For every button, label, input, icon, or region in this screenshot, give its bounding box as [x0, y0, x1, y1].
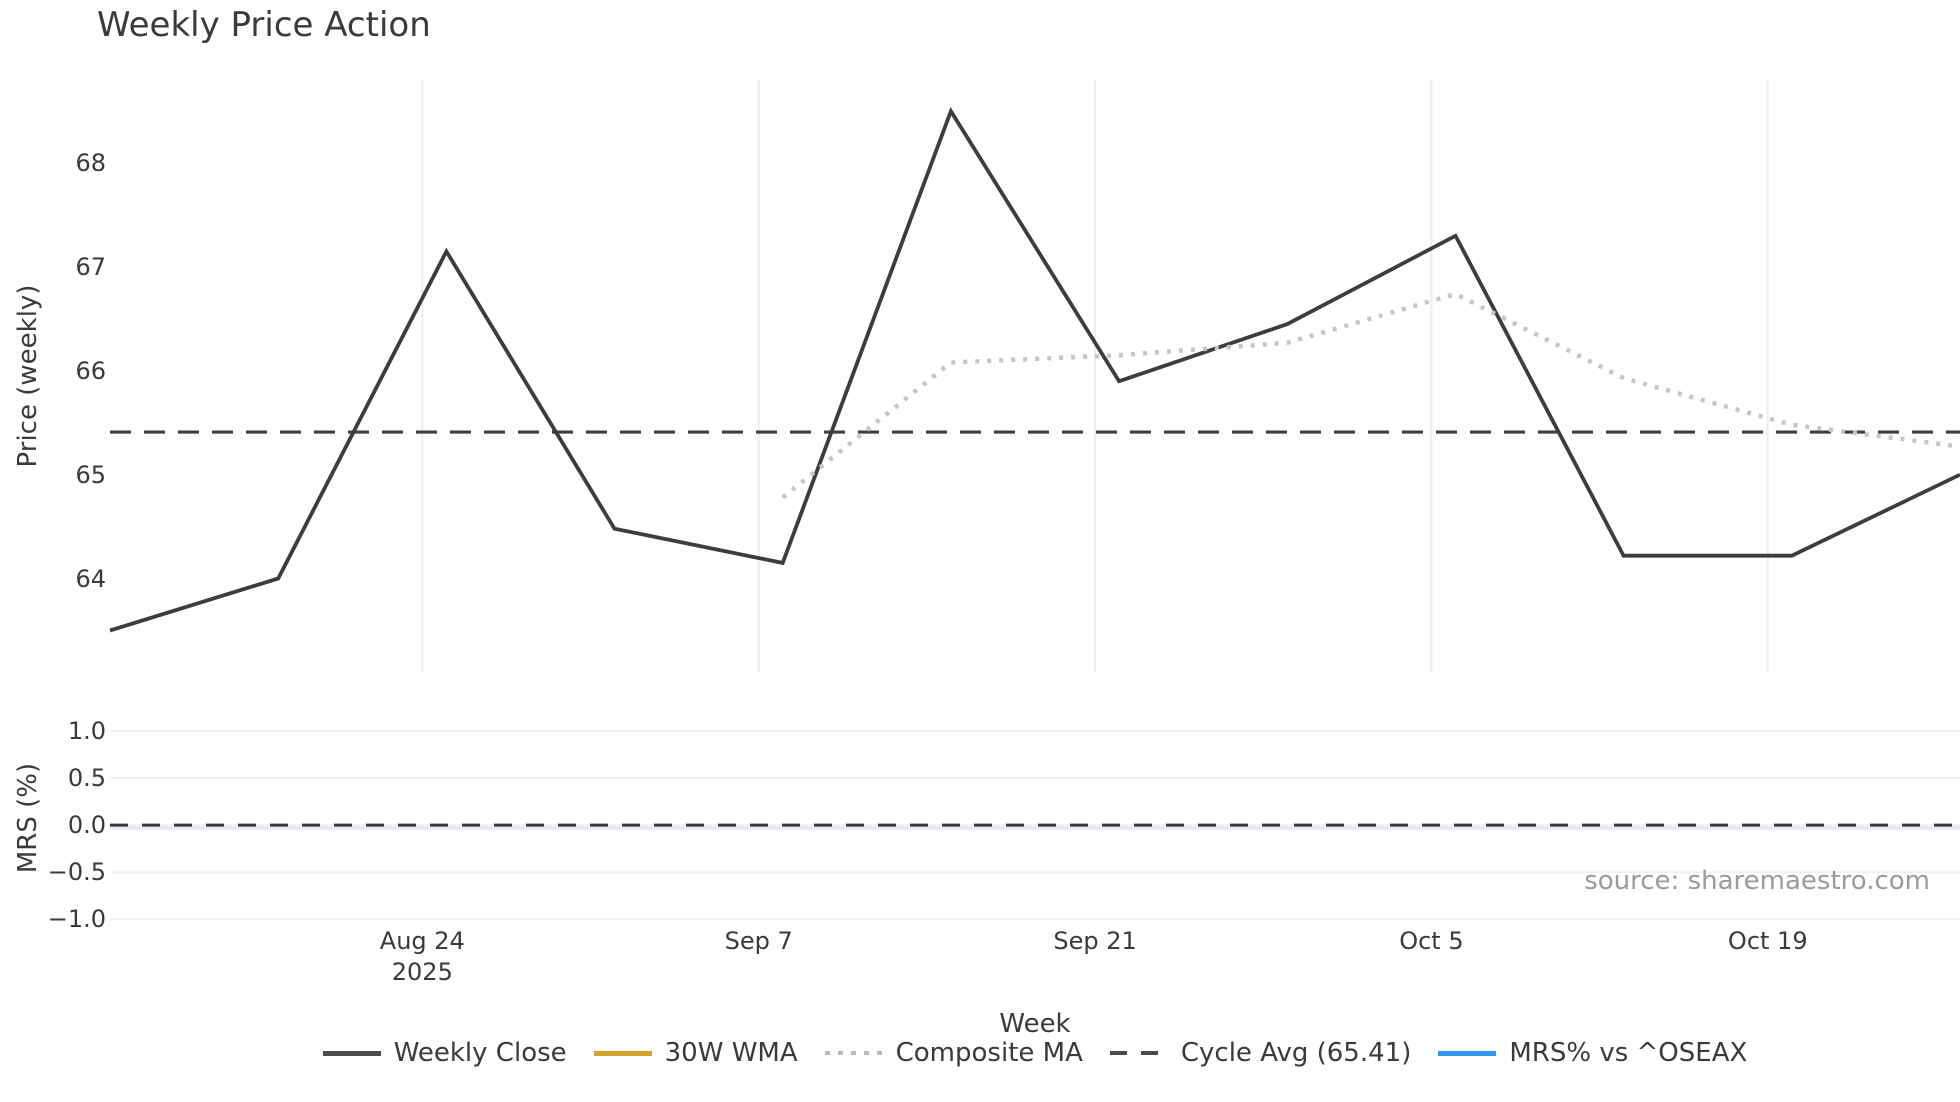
x-tick-label: Sep 21 — [1053, 927, 1137, 955]
y-tick-label: 68 — [75, 149, 106, 178]
legend-swatch-solid-icon — [322, 1050, 381, 1056]
y-tick-label: −1.0 — [47, 905, 106, 934]
legend-item: Cycle Avg (65.41) — [1109, 1038, 1412, 1068]
y-tick-label: 66 — [75, 356, 106, 385]
legend-swatch-dotted-icon — [824, 1050, 883, 1056]
legend-label: Composite MA — [895, 1038, 1083, 1068]
y-tick-label: 65 — [75, 460, 106, 489]
x-tick-sublabel: 2025 — [391, 958, 453, 986]
weekly-close-line — [109, 106, 1960, 633]
legend-swatch-dashed-icon — [1109, 1051, 1168, 1055]
legend-item: MRS% vs ^OSEAX — [1438, 1038, 1747, 1068]
y-tick-label: −0.5 — [47, 858, 106, 887]
y-tick-label: 0.5 — [67, 763, 106, 792]
y-tick-label: 67 — [75, 252, 106, 281]
legend-item: Weekly Close — [322, 1038, 567, 1068]
page-title: Weekly Price Action — [97, 5, 431, 45]
x-tick-label: Aug 24 — [379, 927, 465, 955]
x-tick-label: Oct 19 — [1727, 927, 1808, 955]
legend-label: MRS% vs ^OSEAX — [1509, 1038, 1748, 1068]
y-tick-label: 1.0 — [67, 716, 106, 745]
legend-label: Weekly Close — [393, 1038, 567, 1068]
source-credit: source: sharemaestro.com — [1584, 866, 1930, 896]
legend-item: Composite MA — [824, 1038, 1083, 1068]
y-tick-label: 0.0 — [67, 811, 106, 840]
legend-swatch-solid-icon — [593, 1050, 652, 1056]
y-tick-label: 64 — [75, 564, 106, 593]
x-tick-label: Oct 5 — [1399, 927, 1464, 955]
legend-item: 30W WMA — [593, 1038, 798, 1068]
x-axis-label: Week — [999, 1009, 1071, 1039]
legend: Weekly Close 30W WMA Composite MA Cycle Avg… — [110, 1036, 1960, 1070]
legend-label: Cycle Avg (65.41) — [1180, 1038, 1412, 1068]
legend-swatch-solid-icon — [1438, 1050, 1497, 1056]
legend-label: 30W WMA — [664, 1038, 798, 1068]
x-tick-label: Sep 7 — [724, 927, 793, 955]
composite-ma-line — [781, 291, 1960, 500]
